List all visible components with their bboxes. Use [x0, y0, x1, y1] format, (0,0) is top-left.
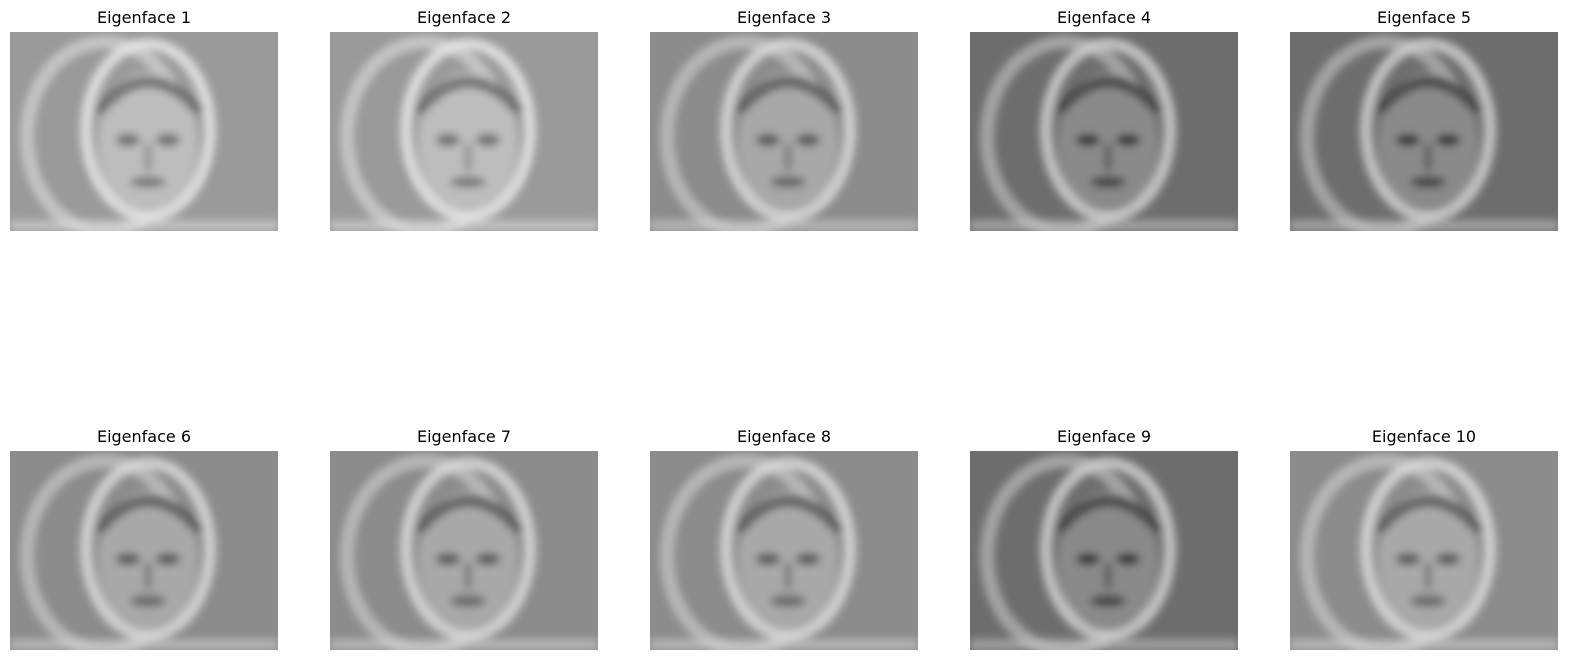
eigenface-panel: Eigenface 1 [10, 8, 278, 232]
eigenface-panel: Eigenface 5 [1290, 8, 1558, 232]
eigenface-image [650, 32, 918, 231]
eigenface-panel: Eigenface 3 [650, 8, 918, 232]
eigenface-image [650, 451, 918, 650]
panel-title: Eigenface 10 [1371, 427, 1477, 446]
eigenface-panel: Eigenface 2 [330, 8, 598, 232]
panel-title: Eigenface 2 [416, 8, 512, 27]
panel-title: Eigenface 3 [736, 8, 832, 27]
eigenface-image [1290, 451, 1558, 650]
eigenface-image [10, 451, 278, 650]
eigenface-image [10, 32, 278, 231]
panel-title: Eigenface 5 [1376, 8, 1472, 27]
panel-title: Eigenface 4 [1056, 8, 1152, 27]
eigenface-panel: Eigenface 4 [970, 8, 1238, 232]
eigenface-panel: Eigenface 9 [970, 427, 1238, 651]
eigenface-image [970, 451, 1238, 650]
eigenface-panel: Eigenface 7 [330, 427, 598, 651]
eigenface-panel: Eigenface 6 [10, 427, 278, 651]
panel-title: Eigenface 1 [96, 8, 192, 27]
panel-title: Eigenface 9 [1056, 427, 1152, 446]
eigenface-image [970, 32, 1238, 231]
eigenface-image [330, 32, 598, 231]
eigenface-image [1290, 32, 1558, 231]
panel-title: Eigenface 8 [736, 427, 832, 446]
eigenface-panel: Eigenface 8 [650, 427, 918, 651]
panel-title: Eigenface 7 [416, 427, 512, 446]
eigenface-panel: Eigenface 10 [1290, 427, 1558, 651]
panel-title: Eigenface 6 [96, 427, 192, 446]
eigenface-image [330, 451, 598, 650]
